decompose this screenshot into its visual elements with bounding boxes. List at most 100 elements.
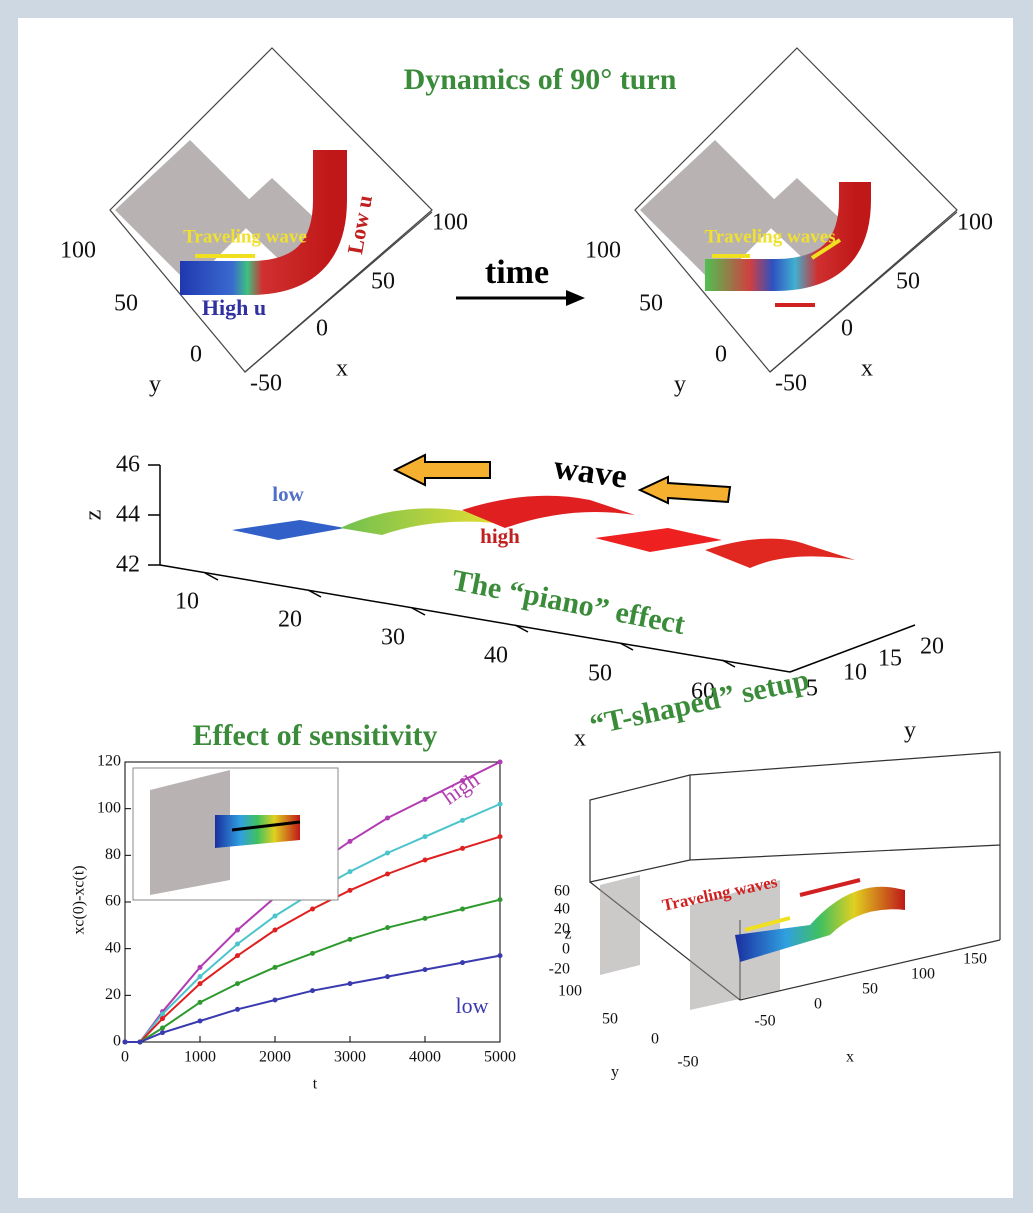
tick-label: 50 [602, 1011, 618, 1028]
point [310, 988, 315, 993]
point [498, 802, 503, 807]
figure: Dynamics of 90° turn Traveling wave Low … [0, 0, 1033, 1213]
x-axis-label: t [313, 1076, 318, 1093]
y-tick-label: 80 [105, 846, 121, 863]
tick-label: 10 [175, 589, 199, 615]
label: Traveling waves [704, 226, 835, 247]
point [498, 760, 503, 765]
point [235, 953, 240, 958]
point [160, 1030, 165, 1035]
panel-title: Dynamics of 90° turn [404, 63, 677, 96]
point [160, 1026, 165, 1031]
tick-label: 20 [278, 607, 302, 633]
inset [133, 768, 338, 900]
y-tick-label: 120 [97, 753, 121, 770]
point [423, 858, 428, 863]
tick-label: 50 [371, 269, 395, 295]
tick-label: 50 [114, 291, 138, 317]
x-tick-label: 1000 [184, 1049, 216, 1066]
tick-label: 100 [957, 210, 993, 236]
x-tick-label: 4000 [409, 1049, 441, 1066]
point [198, 965, 203, 970]
tick-label: 40 [484, 643, 508, 669]
tick-label: 42 [116, 552, 140, 578]
point [423, 797, 428, 802]
tick-label: -50 [677, 1054, 698, 1071]
point [348, 937, 353, 942]
point [273, 914, 278, 919]
y-tick-label: 40 [105, 939, 121, 956]
tick-label: 150 [963, 951, 987, 968]
point [385, 872, 390, 877]
y-axis-label: xc(0)-xc(t) [71, 865, 88, 934]
point [123, 1040, 128, 1045]
point [235, 981, 240, 986]
tick-label: 60 [554, 883, 570, 900]
point [198, 1019, 203, 1024]
y-tick-label: 100 [97, 799, 121, 816]
tick-label: 50 [862, 981, 878, 998]
point [348, 869, 353, 874]
point [273, 998, 278, 1003]
tick-label: 100 [432, 210, 468, 236]
tick-label: -50 [250, 371, 282, 397]
point [273, 965, 278, 970]
axis-label: y [149, 372, 161, 398]
label: low [272, 482, 304, 506]
x-tick-label: 5000 [484, 1049, 516, 1066]
tick-label: 0 [562, 941, 570, 958]
point [198, 974, 203, 979]
tick-label: 0 [190, 342, 202, 368]
axis-label: x [574, 726, 586, 752]
axis-label: z [81, 510, 107, 521]
tick-label: 50 [588, 661, 612, 687]
point [198, 981, 203, 986]
tick-label: 15 [878, 646, 902, 672]
tick-label: 100 [911, 966, 935, 983]
tick-label: 10 [843, 660, 867, 686]
axis-label: x [861, 356, 873, 382]
axis-label: y [674, 372, 686, 398]
point [198, 1000, 203, 1005]
point [460, 960, 465, 965]
tick-label: 100 [585, 238, 621, 264]
point [498, 953, 503, 958]
point [460, 818, 465, 823]
annotation: low [456, 993, 489, 1018]
point [138, 1040, 143, 1045]
x-tick-label: 0 [121, 1049, 129, 1066]
point [235, 1007, 240, 1012]
tick-label: 30 [381, 625, 405, 651]
x-tick-label: 3000 [334, 1049, 366, 1066]
y-tick-label: 20 [105, 986, 121, 1003]
point [385, 816, 390, 821]
tick-label: 0 [841, 316, 853, 342]
point [498, 897, 503, 902]
axis-label: y [611, 1064, 619, 1081]
point [348, 839, 353, 844]
point [460, 907, 465, 912]
point [310, 951, 315, 956]
x-tick-label: 2000 [259, 1049, 291, 1066]
axis-label: x [846, 1049, 854, 1066]
time-label: time [485, 254, 549, 291]
label: High u [202, 295, 266, 320]
point [423, 916, 428, 921]
tick-label: -50 [754, 1013, 775, 1030]
point [423, 834, 428, 839]
point [160, 1016, 165, 1021]
tick-label: 0 [316, 316, 328, 342]
point [385, 974, 390, 979]
label: Traveling wave [183, 226, 307, 247]
axis-label: x [336, 356, 348, 382]
tick-label: 0 [651, 1031, 659, 1048]
tick-label: 44 [116, 502, 140, 528]
tick-label: 46 [116, 452, 140, 478]
tick-label: 20 [920, 634, 944, 660]
point [385, 925, 390, 930]
point [235, 928, 240, 933]
tick-label: 100 [558, 983, 582, 1000]
y-tick-label: 60 [105, 893, 121, 910]
tick-label: -20 [549, 961, 570, 978]
tick-label: 0 [715, 342, 727, 368]
